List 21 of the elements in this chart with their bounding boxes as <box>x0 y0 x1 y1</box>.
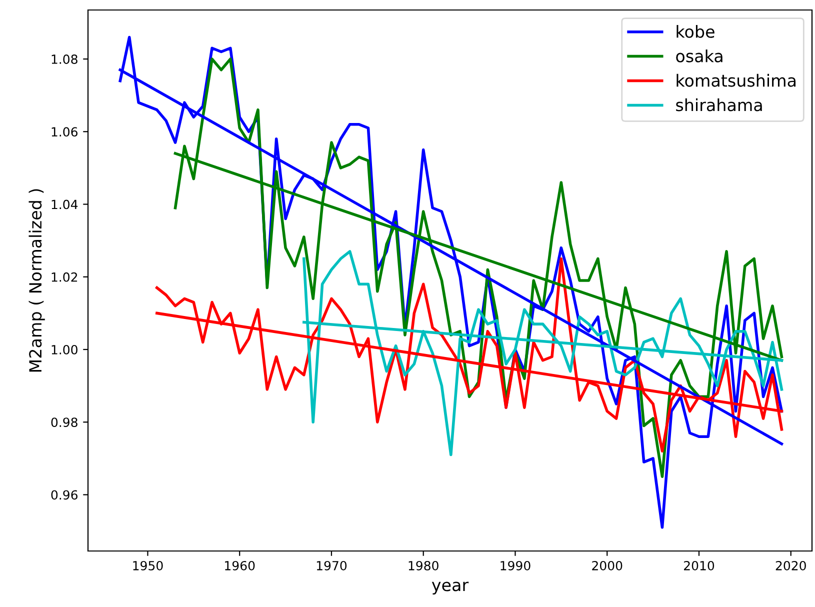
y-tick-label: 1.00 <box>52 344 78 354</box>
x-tick-label: 2010 <box>684 560 714 570</box>
legend-label: komatsushima <box>676 74 796 87</box>
y-tick-label: 0.98 <box>51 418 78 428</box>
y-tick-label: 0.96 <box>51 490 78 500</box>
y-tick-label: 1.06 <box>52 127 78 137</box>
x-tick-label: 1950 <box>133 560 163 570</box>
x-tick-label: 1970 <box>316 560 347 570</box>
legend-label: kobe <box>676 25 714 38</box>
y-tick-label: 1.04 <box>52 200 78 210</box>
y-tick-label: 1.08 <box>52 54 78 64</box>
x-tick-label: 1990 <box>500 560 530 570</box>
x-tick-label: 2020 <box>776 560 806 570</box>
y-tick-label: 1.02 <box>52 272 78 282</box>
x-tick-label: 1980 <box>408 560 438 570</box>
x-tick-label: 1960 <box>225 560 255 570</box>
legend-label: shirahama <box>676 98 762 112</box>
legend-label: osaka <box>676 49 722 62</box>
x-axis-title: year <box>432 582 469 595</box>
x-tick-label: 2000 <box>592 560 622 570</box>
y-axis-title: M2amp ( Normalized ) <box>28 189 45 372</box>
